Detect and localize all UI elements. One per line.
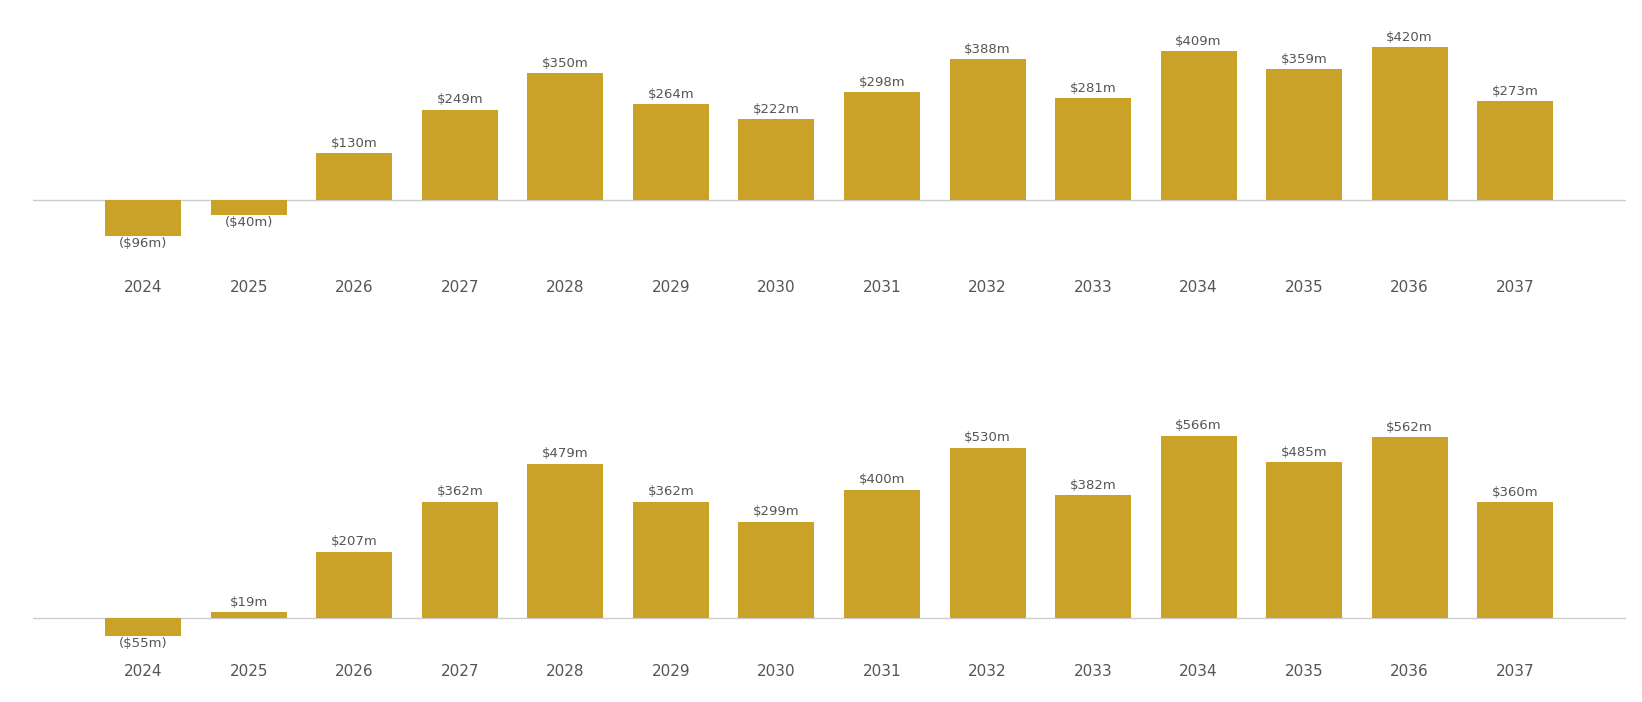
Text: $130m: $130m <box>332 137 378 150</box>
Text: $207m: $207m <box>332 535 378 548</box>
Text: $409m: $409m <box>1176 35 1222 48</box>
Text: $566m: $566m <box>1176 419 1222 432</box>
Bar <box>527 73 603 201</box>
Bar <box>105 201 181 236</box>
Bar <box>739 522 814 618</box>
Text: $562m: $562m <box>1386 420 1433 434</box>
Text: $420m: $420m <box>1386 31 1433 44</box>
Bar <box>1161 51 1236 201</box>
Bar <box>949 59 1026 201</box>
Text: $273m: $273m <box>1491 85 1539 98</box>
Bar <box>422 110 498 201</box>
Bar <box>210 201 287 215</box>
Bar <box>1056 98 1131 201</box>
Text: $362m: $362m <box>437 485 483 498</box>
Bar <box>1371 47 1448 201</box>
Bar <box>1266 69 1342 201</box>
Text: $388m: $388m <box>964 43 1011 55</box>
Bar <box>317 153 392 201</box>
Text: $222m: $222m <box>754 103 800 117</box>
Bar <box>1478 101 1553 201</box>
Text: $360m: $360m <box>1493 486 1539 498</box>
Bar <box>632 104 709 201</box>
Text: $264m: $264m <box>647 88 695 101</box>
Bar <box>632 502 709 618</box>
Bar <box>1478 503 1553 618</box>
Text: $382m: $382m <box>1069 479 1117 491</box>
Text: $359m: $359m <box>1281 53 1327 66</box>
Text: $530m: $530m <box>964 431 1011 444</box>
Bar <box>422 502 498 618</box>
Text: $362m: $362m <box>647 485 695 498</box>
Bar <box>1161 436 1236 618</box>
Bar <box>210 612 287 618</box>
Bar <box>1056 496 1131 618</box>
Bar <box>844 92 920 201</box>
Text: $19m: $19m <box>230 595 268 609</box>
Bar <box>1371 437 1448 618</box>
Text: $249m: $249m <box>437 93 483 107</box>
Text: ($40m): ($40m) <box>225 216 273 230</box>
Text: $350m: $350m <box>542 57 589 69</box>
Bar <box>317 552 392 618</box>
Text: ($55m): ($55m) <box>118 637 167 650</box>
Bar <box>105 618 181 636</box>
Bar <box>844 489 920 618</box>
Bar <box>949 448 1026 618</box>
Text: $479m: $479m <box>542 447 589 461</box>
Text: ($96m): ($96m) <box>118 237 167 250</box>
Bar <box>527 464 603 618</box>
Bar <box>739 119 814 201</box>
Text: $299m: $299m <box>754 505 800 518</box>
Text: $485m: $485m <box>1281 446 1327 458</box>
Text: $400m: $400m <box>859 473 905 486</box>
Bar <box>1266 462 1342 618</box>
Text: $281m: $281m <box>1069 82 1117 95</box>
Text: $298m: $298m <box>859 76 905 88</box>
